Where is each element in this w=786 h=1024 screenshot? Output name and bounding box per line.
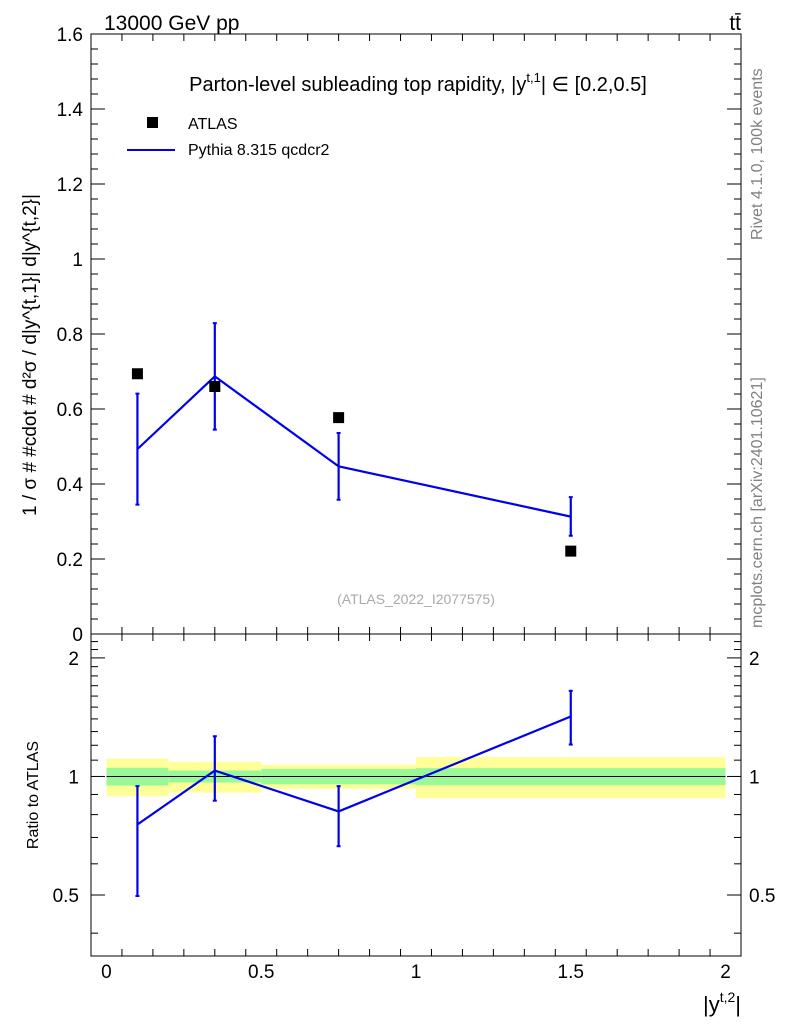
main-y-tick-label: 0.6 [57,400,83,421]
legend-label-pythia: Pythia 8.315 qcdcr2 [188,142,330,159]
ratio-y-tick-label-left: 1 [68,767,79,788]
legend-label-atlas: ATLAS [188,116,238,133]
main-y-tick-label: 1.6 [57,25,83,46]
main-y-tick-label: 0.8 [57,325,83,346]
ratio-panel: 0.5 0.5 1 1 2 2 0 0.5 1 1.5 2 Ratio to ATLAS |yt,2… [25,633,775,1017]
ratio-ylabel: Ratio to ATLAS [25,741,42,849]
main-y-tick-label: 0 [72,625,83,646]
main-ylabel: 1 / σ # #cdot # d²σ / d|y^{t,1}| d|y^{t,… [20,194,41,516]
x-axis-label: |yt,2| [703,989,741,1017]
main-y-tick-label: 1 [72,250,83,271]
ratio-y-tick-label-left: 2 [68,649,79,670]
mcplots-label: mcplots.cern.ch [arXiv:2401.10621] [749,377,766,628]
legend: ATLAS Pythia 8.315 qcdcr2 [127,116,330,159]
x-axis-label-sup: t,2 [720,989,736,1005]
x-tick-label: 1 [411,962,422,983]
atlas-point [565,545,577,557]
main-title-main: Parton-level subleading top rapidity, |y [189,74,526,96]
ratio-y-tick-label-right: 0.5 [749,886,775,907]
atlas-point [333,412,345,424]
watermark: (ATLAS_2022_I2077575) [337,591,495,607]
rivet-label: Rivet 4.1.0, 100k events [749,68,766,240]
main-y-tick-label: 1.2 [57,175,83,196]
x-tick-label: 0 [101,962,112,983]
energy-label: 13000 GeV pp [104,12,239,35]
ratio-y-tick-label-right: 2 [749,649,760,670]
legend-marker-atlas [147,117,158,128]
main-title-sup: t,1 [526,70,540,85]
x-tick-label: 0.5 [248,962,274,983]
x-tick-label: 1.5 [558,962,584,983]
ratio-y-tick-label-right: 1 [749,767,760,788]
x-axis-label-tail: | [735,992,741,1017]
process-label: tt̄ [729,12,741,35]
main-title-tail: | ∈ [0.2,0.5] [541,74,647,96]
x-axis-label-main: |y [703,992,720,1017]
atlas-point [131,368,143,380]
main-title: Parton-level subleading top rapidity, |y… [189,70,647,96]
main-y-tick-label: 1.4 [57,100,84,121]
ratio-y-tick-label-left: 0.5 [53,886,79,907]
ratio-line [136,715,572,826]
main-y-tick-label: 0.4 [57,475,84,496]
x-tick-label: 2 [720,962,731,983]
pythia-line [136,374,571,518]
main-y-tick-label: 0.2 [57,550,83,571]
ratio-frame [90,633,742,957]
atlas-point [209,381,221,392]
main-panel: 0 0.2 0.4 0.6 0.8 1 1.2 1.4 1.6 Parton-level sub… [20,25,742,646]
